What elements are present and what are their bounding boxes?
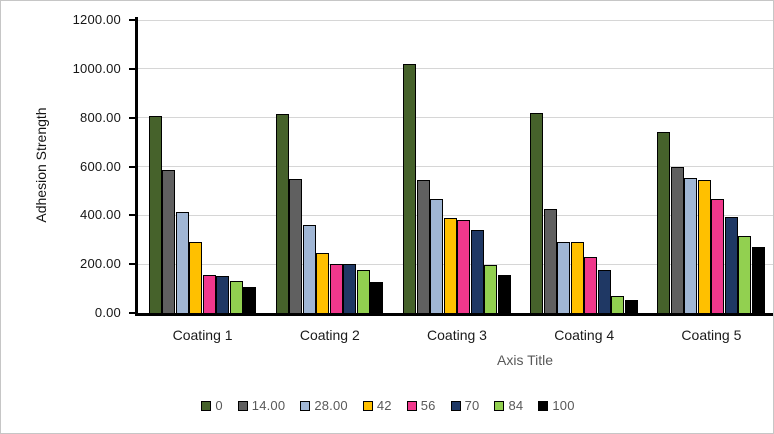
- legend-swatch-icon: [538, 400, 549, 411]
- legend-item-42: 42: [362, 398, 392, 413]
- bar-group: [403, 20, 511, 313]
- bar-coating-2-series-0: [275, 114, 289, 313]
- bar-coating-4-series-42: [570, 242, 584, 313]
- legend-item-14.00: 14.00: [237, 398, 286, 413]
- bar-coating-3-series-42: [443, 217, 457, 313]
- category-label: Coating 1: [172, 327, 233, 343]
- legend-label: 70: [464, 398, 480, 413]
- bar-group: [657, 20, 765, 313]
- legend-swatch-icon: [362, 400, 373, 411]
- bar-coating-5-series-42: [697, 179, 711, 313]
- y-axis-tick: [129, 165, 137, 168]
- y-axis-tick: [129, 312, 137, 314]
- legend-swatch-icon: [237, 400, 248, 411]
- legend-swatch-icon: [406, 400, 417, 411]
- bar-coating-1-series-100: [243, 287, 257, 313]
- bar-coating-2-series-14.00: [289, 178, 303, 313]
- bar-group: [275, 20, 384, 313]
- bar-coating-1-series-84: [229, 281, 243, 313]
- bar-coating-3-series-28.00: [430, 199, 443, 313]
- legend-item-70: 70: [450, 398, 480, 413]
- legend-item-84: 84: [494, 398, 523, 413]
- category-label: Coating 5: [681, 327, 742, 343]
- legend-label: 100: [552, 398, 575, 413]
- category-label: Coating 2: [299, 327, 360, 343]
- y-axis-tick: [129, 67, 137, 70]
- bar-coating-3-series-84: [484, 265, 497, 313]
- bar-group: [530, 20, 638, 313]
- bar-coating-1-series-14.00: [162, 170, 176, 313]
- bar-coating-3-series-56: [457, 220, 470, 313]
- y-axis-tick-label: 1200.00: [72, 12, 121, 27]
- bar-coating-4-series-0: [530, 112, 544, 313]
- y-axis-tick: [129, 116, 137, 119]
- bar-coating-4-series-56: [584, 256, 598, 313]
- legend-label: 84: [508, 398, 524, 413]
- bar-coating-5-series-14.00: [670, 166, 684, 313]
- bar-coating-4-series-100: [624, 299, 638, 313]
- bar-coating-2-series-42: [316, 253, 330, 313]
- category-label: Coating 3: [427, 327, 487, 343]
- bar-coating-2-series-56: [329, 264, 343, 313]
- y-axis-tick: [129, 19, 137, 21]
- bar-coating-5-series-84: [738, 236, 752, 313]
- legend-label: 0: [215, 398, 223, 413]
- gridline: [137, 117, 773, 119]
- legend-item-56: 56: [406, 398, 436, 413]
- y-axis-tick-label: 200.00: [80, 256, 121, 272]
- legend-label: 14.00: [251, 398, 286, 413]
- bar-coating-1-series-42: [189, 242, 203, 313]
- legend-item-100: 100: [538, 398, 574, 413]
- legend-swatch-icon: [300, 400, 311, 411]
- gridline: [137, 214, 773, 216]
- bar-coating-5-series-28.00: [684, 177, 698, 313]
- bar-coating-3-series-14.00: [416, 179, 430, 313]
- legend-swatch-icon: [201, 400, 212, 411]
- legend-swatch-icon: [494, 400, 505, 411]
- gridline: [137, 166, 773, 167]
- y-axis-tick-label: 400.00: [80, 207, 121, 223]
- bar-coating-4-series-70: [597, 270, 611, 313]
- chart-legend: 0 14.00 28.00 42 56 70 84 100: [1, 398, 773, 413]
- bar-coating-5-series-56: [711, 199, 725, 313]
- bar-coating-2-series-100: [370, 282, 384, 313]
- y-axis-tick-label: 800.00: [80, 109, 121, 125]
- bar-coating-5-series-70: [724, 216, 738, 313]
- bar-coating-1-series-70: [216, 276, 230, 313]
- x-axis-title: Axis Title: [496, 352, 554, 368]
- bar-coating-3-series-0: [403, 63, 416, 313]
- legend-item-28.00: 28.00: [300, 398, 348, 413]
- bar-coating-1-series-0: [148, 116, 162, 313]
- y-axis-tick: [129, 263, 137, 266]
- bar-coating-4-series-84: [611, 295, 625, 313]
- category-label: Coating 4: [554, 327, 615, 343]
- bar-coating-4-series-28.00: [557, 242, 571, 313]
- y-axis-tick-label: 600.00: [80, 158, 121, 174]
- bar-coating-2-series-70: [343, 264, 357, 313]
- bar-coating-2-series-84: [356, 270, 370, 313]
- gridline: [137, 68, 773, 70]
- legend-item-0: 0: [201, 398, 223, 413]
- legend-label: 42: [376, 398, 392, 413]
- bar-coating-1-series-28.00: [175, 211, 189, 313]
- legend-swatch-icon: [450, 400, 461, 411]
- y-axis-tick-label: 0.00: [94, 305, 121, 320]
- y-axis-line: [135, 17, 138, 316]
- bar-group: [148, 20, 257, 313]
- legend-label: 56: [420, 398, 436, 413]
- y-axis-tick: [129, 214, 137, 217]
- y-axis-tick-label: 1000.00: [72, 60, 121, 76]
- gridline: [137, 19, 773, 21]
- bar-coating-1-series-56: [202, 275, 216, 313]
- bar-coating-4-series-14.00: [543, 209, 557, 313]
- bar-coating-5-series-100: [751, 247, 765, 313]
- bar-coating-3-series-100: [497, 275, 511, 313]
- x-axis-line: [135, 313, 773, 316]
- bar-coating-3-series-70: [470, 229, 484, 313]
- bar-coating-2-series-28.00: [302, 225, 316, 313]
- legend-label: 28.00: [314, 398, 348, 413]
- bar-coating-5-series-0: [657, 132, 671, 313]
